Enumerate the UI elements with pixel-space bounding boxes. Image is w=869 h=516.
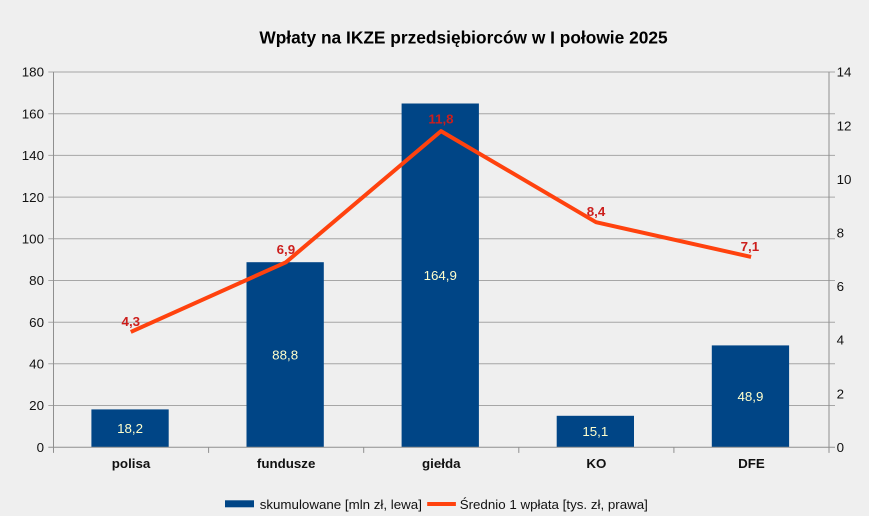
svg-text:Wpłaty na IKZE przedsiębiorców: Wpłaty na IKZE przedsiębiorców w I połow… — [259, 28, 668, 48]
svg-text:60: 60 — [29, 315, 44, 330]
svg-text:10: 10 — [837, 172, 852, 187]
svg-text:KO: KO — [586, 456, 606, 471]
svg-text:11,8: 11,8 — [428, 111, 453, 126]
svg-text:giełda: giełda — [422, 456, 461, 471]
svg-text:fundusze: fundusze — [257, 456, 316, 471]
svg-text:80: 80 — [29, 273, 44, 288]
svg-text:18,2: 18,2 — [117, 421, 143, 436]
svg-text:8: 8 — [837, 226, 844, 241]
svg-text:6: 6 — [837, 279, 844, 294]
svg-text:2: 2 — [837, 386, 844, 401]
svg-text:48,9: 48,9 — [737, 389, 763, 404]
svg-text:polisa: polisa — [112, 456, 151, 471]
svg-text:40: 40 — [29, 357, 44, 372]
svg-text:4: 4 — [837, 333, 845, 348]
svg-text:88,8: 88,8 — [272, 347, 298, 362]
svg-text:DFE: DFE — [738, 456, 765, 471]
svg-text:120: 120 — [22, 190, 44, 205]
svg-text:skumulowane [mln zł, lewa]: skumulowane [mln zł, lewa] — [260, 497, 422, 512]
svg-text:15,1: 15,1 — [582, 424, 608, 439]
svg-text:20: 20 — [29, 398, 44, 413]
svg-text:180: 180 — [22, 65, 44, 80]
svg-text:12: 12 — [837, 118, 852, 133]
svg-text:164,9: 164,9 — [424, 268, 457, 283]
svg-text:140: 140 — [22, 148, 44, 163]
svg-text:6,9: 6,9 — [277, 242, 296, 257]
svg-text:0: 0 — [837, 440, 844, 455]
svg-text:100: 100 — [22, 232, 44, 247]
svg-text:0: 0 — [37, 440, 44, 455]
svg-text:Średnio 1 wpłata [tys. zł, pra: Średnio 1 wpłata [tys. zł, prawa] — [460, 497, 648, 512]
svg-text:14: 14 — [837, 65, 852, 80]
svg-text:8,4: 8,4 — [587, 204, 606, 219]
svg-text:4,3: 4,3 — [122, 314, 141, 329]
svg-text:7,1: 7,1 — [741, 239, 760, 254]
svg-text:160: 160 — [22, 106, 44, 121]
